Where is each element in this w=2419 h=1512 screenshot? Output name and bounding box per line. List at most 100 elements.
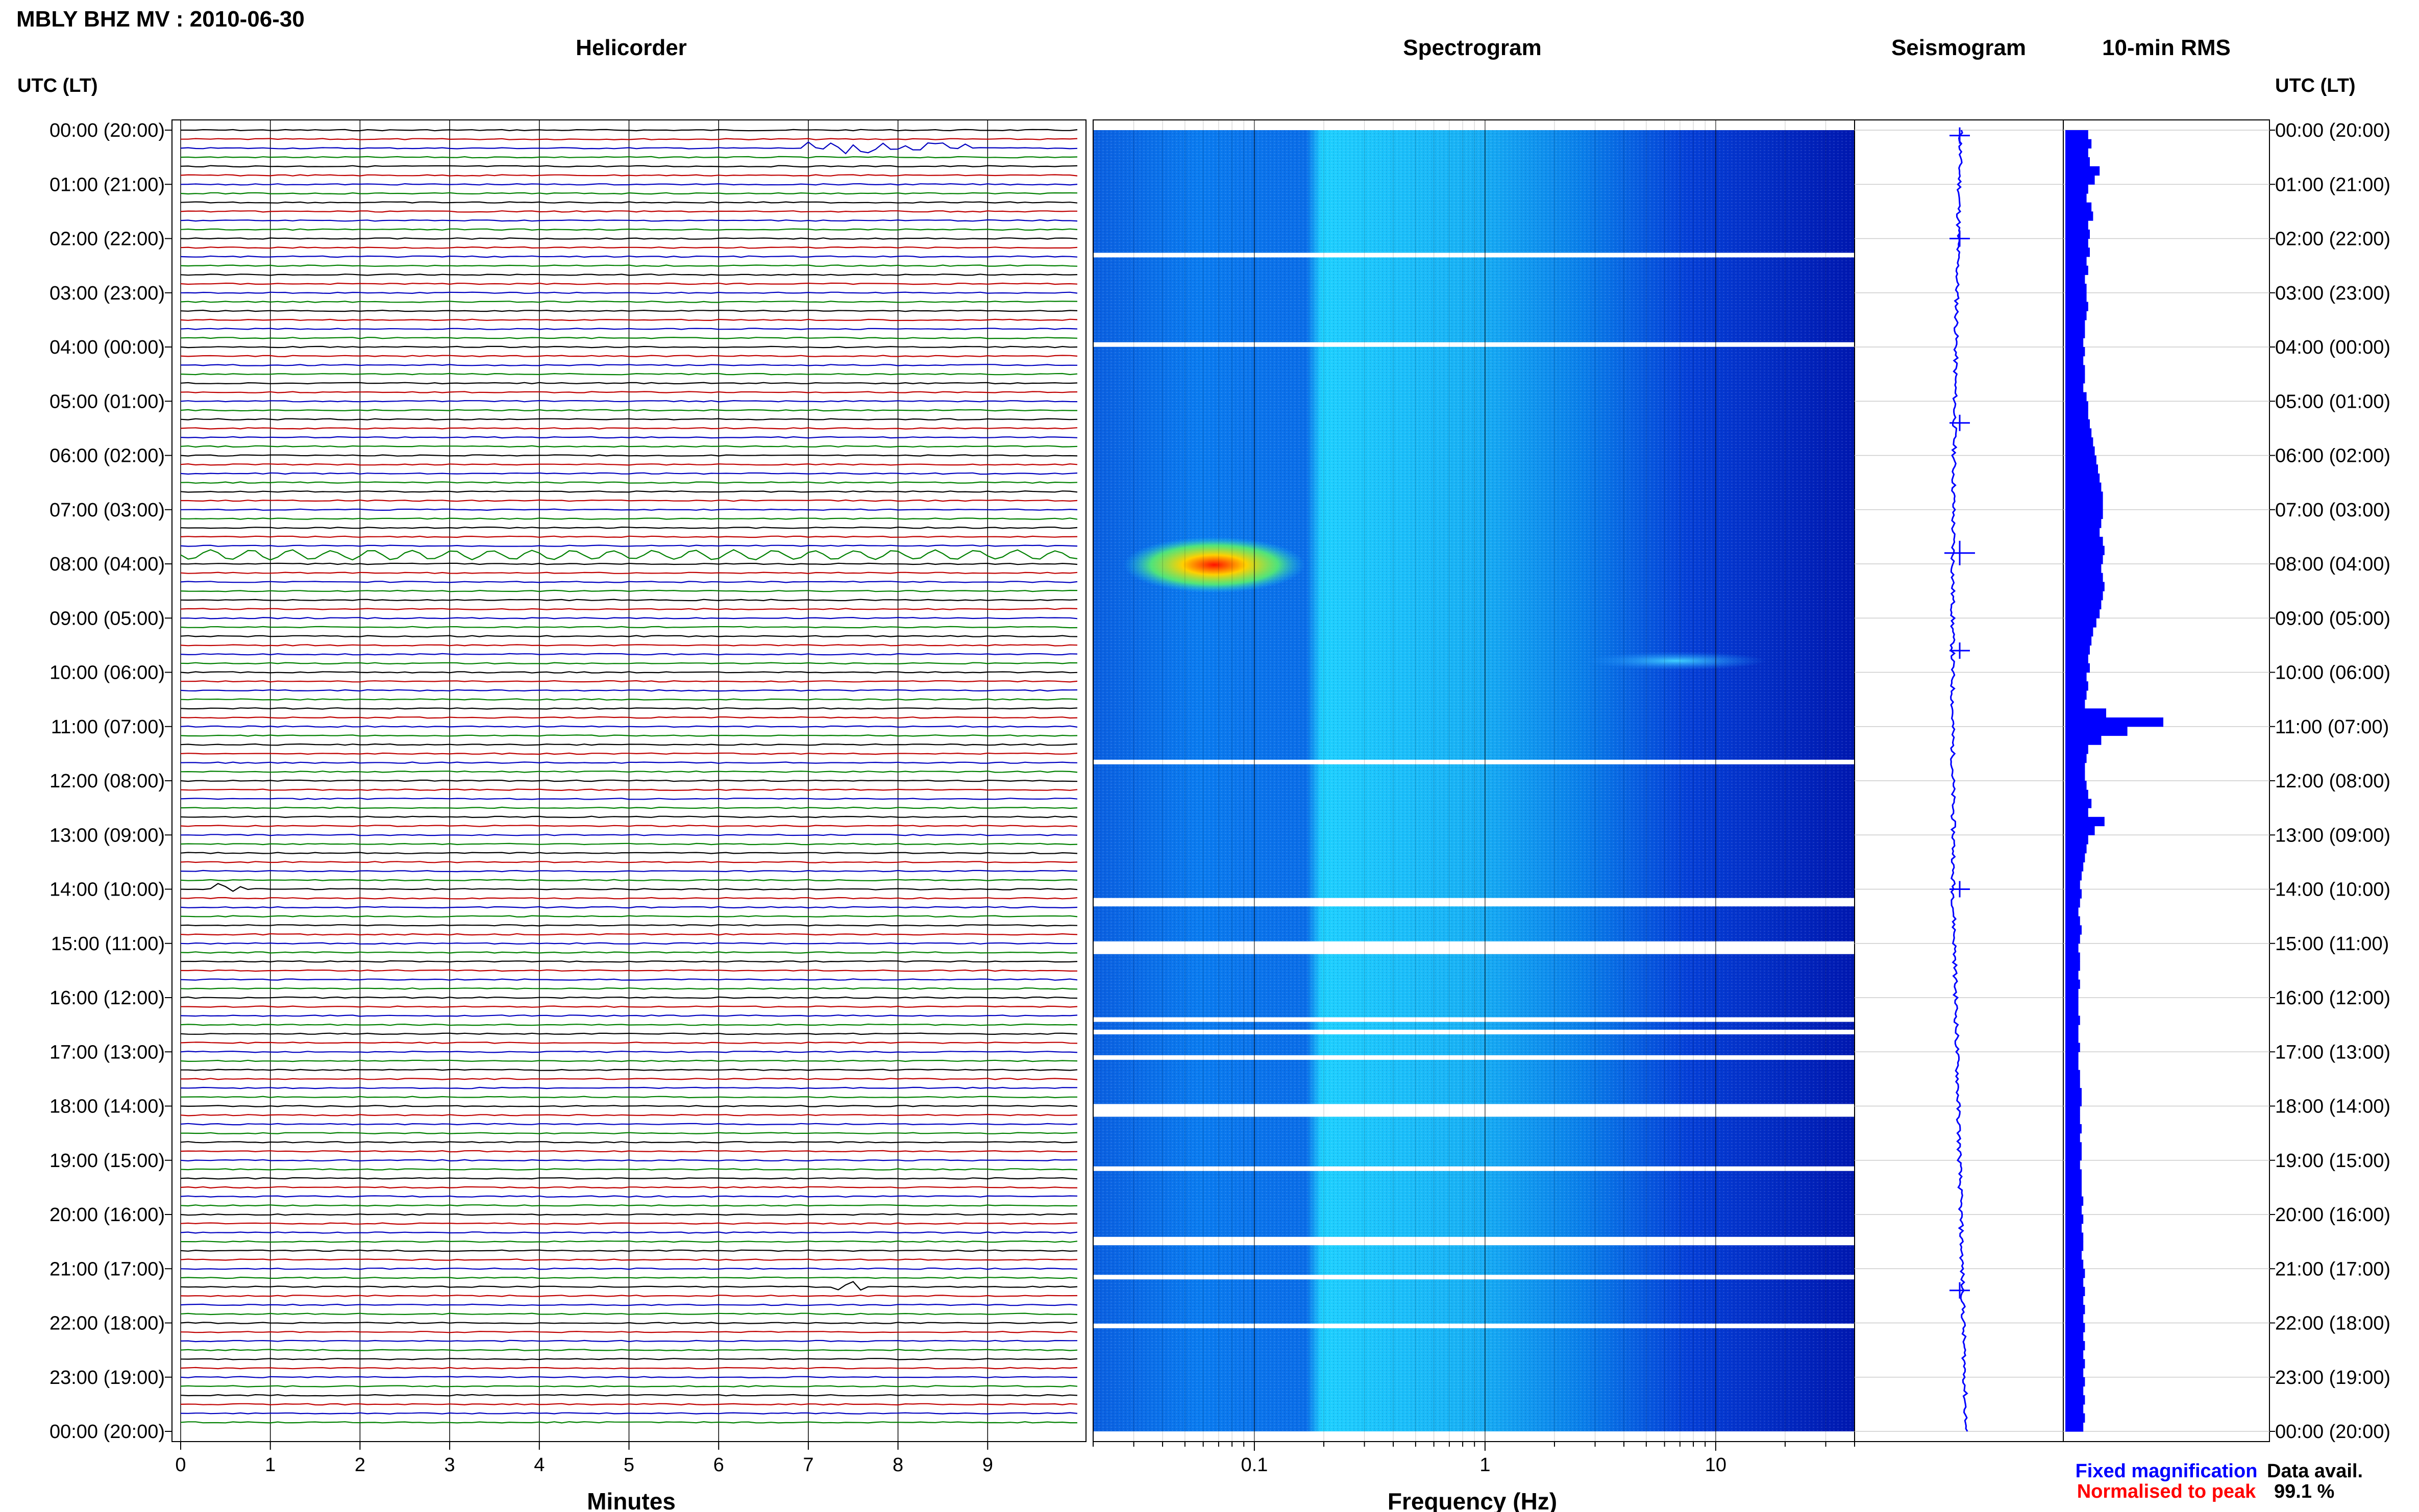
rms-bar xyxy=(2065,772,2085,781)
helicorder-trace-row xyxy=(180,806,1078,809)
rms-bar xyxy=(2065,1061,2079,1071)
rms-bar xyxy=(2065,753,2087,763)
spectrogram-data-gap xyxy=(1090,1323,1855,1328)
rms-bar xyxy=(2065,943,2079,953)
spectrogram-data-gap xyxy=(1090,949,1855,954)
time-tick-label-right: 06:00 (02:00) xyxy=(2275,445,2390,467)
rms-bar xyxy=(2065,627,2093,637)
rms-bar xyxy=(2065,1359,2085,1369)
spectrogram-feature xyxy=(1585,652,1767,670)
helicorder-trace-row xyxy=(180,183,1078,186)
helicorder-trace-row xyxy=(180,1005,1078,1008)
helicorder-trace-row xyxy=(180,779,1078,782)
rms-bar xyxy=(2065,265,2088,275)
time-tick-label-right: 14:00 (10:00) xyxy=(2275,879,2390,901)
rms-bar xyxy=(2065,410,2088,420)
helicorder-trace-row xyxy=(180,1177,1078,1180)
rms-bar xyxy=(2065,1395,2085,1405)
rms-bar xyxy=(2065,1422,2084,1432)
helicorder-trace-row xyxy=(180,879,1078,882)
helicorder-trace-row xyxy=(180,1322,1078,1324)
rms-bar xyxy=(2065,130,2088,140)
time-tick-label-right: 07:00 (03:00) xyxy=(2275,500,2390,521)
data-availability-value: 99.1 % xyxy=(2274,1481,2334,1502)
helicorder-trace-row xyxy=(180,219,1078,222)
helicorder-trace-row xyxy=(180,960,1078,963)
figure-title: MBLY BHZ MV : 2010-06-30 xyxy=(16,7,305,32)
helicorder-trace-row xyxy=(180,933,1078,936)
rms-bar xyxy=(2065,1124,2082,1134)
helicorder-x-tick-label: 2 xyxy=(355,1454,365,1476)
time-tick-label-left: 05:00 (01:00) xyxy=(50,391,165,412)
time-tick-label-right: 20:00 (16:00) xyxy=(2275,1204,2390,1226)
helicorder-trace-row xyxy=(180,1231,1078,1234)
spectrogram-panel: 0.1 1 10 xyxy=(1090,119,1855,1476)
helicorder-trace-row xyxy=(180,228,1078,231)
time-tick-label-right: 11:00 (07:00) xyxy=(2275,716,2389,738)
rms-bar xyxy=(2065,1205,2082,1215)
rms-bar xyxy=(2065,365,2085,375)
time-tick-label-right: 09:00 (05:00) xyxy=(2275,608,2390,629)
data-availability-label: Data avail. xyxy=(2267,1460,2363,1482)
rms-bar xyxy=(2065,1187,2082,1197)
time-tick-label-left: 14:00 (10:00) xyxy=(50,879,165,901)
helicorder-trace-row xyxy=(180,599,1078,602)
rms-bar xyxy=(2065,501,2103,510)
rms-bar xyxy=(2065,148,2088,158)
helicorder-trace-row xyxy=(180,1340,1078,1343)
rms-bar xyxy=(2065,1151,2082,1161)
time-tick-label-left: 11:00 (07:00) xyxy=(51,716,165,738)
rms-bar xyxy=(2065,1386,2084,1396)
spectrogram-data-gap xyxy=(1090,1241,1855,1246)
helicorder-trace-row xyxy=(180,1295,1078,1297)
rms-bar xyxy=(2065,844,2087,854)
helicorder-trace-row xyxy=(180,508,1078,511)
helicorder-trace-row xyxy=(180,382,1078,385)
time-tick-label-right: 02:00 (22:00) xyxy=(2275,229,2390,250)
helicorder-trace-row xyxy=(180,355,1078,358)
helicorder-trace-row xyxy=(180,549,1078,561)
time-tick-label-right: 04:00 (00:00) xyxy=(2275,337,2390,358)
spectrogram-data-gap xyxy=(1090,1112,1855,1117)
rms-bar xyxy=(2065,546,2105,555)
rms-bar xyxy=(2065,690,2087,700)
rms-bar xyxy=(2065,292,2087,303)
time-tick-label-right: 10:00 (06:00) xyxy=(2275,662,2390,684)
helicorder-trace-row xyxy=(181,138,1078,141)
time-tick-label-left: 16:00 (12:00) xyxy=(50,987,165,1009)
rms-bar xyxy=(2065,1043,2080,1052)
time-tick-label-left: 22:00 (18:00) xyxy=(50,1313,165,1334)
rms-bar xyxy=(2065,437,2093,447)
time-tick-label-right: 00:00 (20:00) xyxy=(2275,1421,2390,1443)
spectrogram-data-gap xyxy=(1090,1275,1855,1280)
spectrogram-x-axis-label: Frequency (Hz) xyxy=(1388,1488,1557,1512)
rms-bar xyxy=(2065,934,2080,944)
rms-bar xyxy=(2065,781,2087,790)
rms-bar xyxy=(2065,229,2090,239)
helicorder-trace-row xyxy=(180,761,1078,764)
helicorder-trace-row xyxy=(180,798,1078,800)
helicorder-trace-row xyxy=(180,924,1078,927)
helicorder-trace-row xyxy=(180,1258,1078,1261)
time-tick-label-left: 01:00 (21:00) xyxy=(50,174,165,195)
rms-bar xyxy=(2065,1115,2080,1125)
rms-bar xyxy=(2065,726,2128,736)
helicorder-trace-row xyxy=(180,454,1078,457)
helicorder-trace-row xyxy=(181,129,1078,132)
rms-bar xyxy=(2065,1214,2084,1224)
helicorder-trace-row xyxy=(180,1312,1078,1316)
helicorder-trace-row xyxy=(181,680,1078,683)
time-axis-label-right: UTC (LT) xyxy=(2275,75,2356,96)
panel-title-seismogram: Seismogram xyxy=(1891,35,2026,60)
rms-bar xyxy=(2065,139,2092,148)
time-tick-label-left: 09:00 (05:00) xyxy=(50,608,165,629)
rms-bar xyxy=(2065,202,2092,212)
helicorder-trace-row xyxy=(180,328,1078,330)
helicorder-trace-row xyxy=(180,391,1078,393)
helicorder-trace-row xyxy=(180,707,1078,710)
helicorder-trace-row xyxy=(180,1412,1078,1415)
time-tick-label-left: 17:00 (13:00) xyxy=(50,1042,165,1063)
helicorder-trace-row xyxy=(180,861,1078,863)
rms-bar xyxy=(2065,925,2082,935)
